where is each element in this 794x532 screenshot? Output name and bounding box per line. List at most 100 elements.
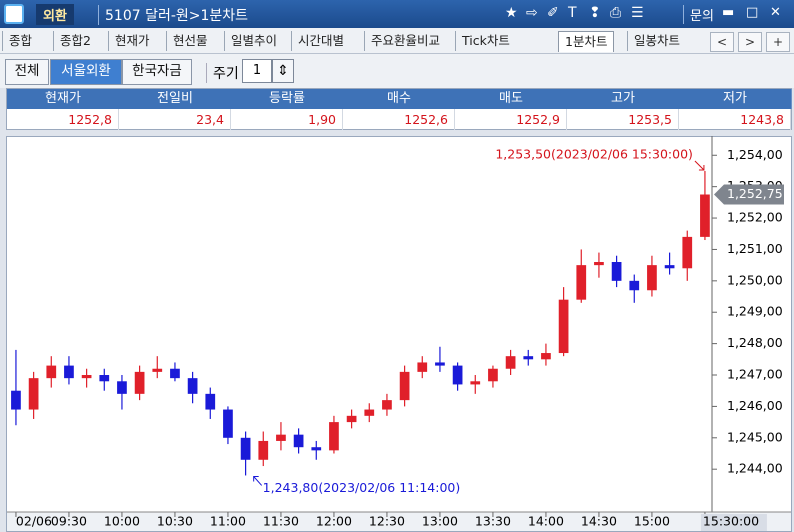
low-annotation: 1,243,80(2023/02/06 11:14:00) bbox=[263, 480, 461, 495]
toolbar-icon[interactable]: ❢ bbox=[589, 5, 601, 21]
candle-body bbox=[664, 265, 675, 269]
tab[interactable]: Tick차트 bbox=[455, 31, 516, 51]
candle-body bbox=[470, 381, 481, 385]
toolbar-icon[interactable]: ✐ bbox=[547, 5, 559, 21]
toolbar: 전체 서울외환 한국자금 주기 1 ⇕ bbox=[0, 54, 794, 88]
y-tick-label: 1,252,00 bbox=[727, 210, 783, 225]
quote-value: 1253,5 bbox=[567, 109, 679, 130]
x-tick-label: 12:00 bbox=[316, 514, 352, 529]
tab-bar: 종합 종합2 현재가 현선물 일별추이 시간대별 주요환율비교 Tick차트 1분차트 일봉차트 <… bbox=[0, 28, 794, 54]
x-tick-label: 10:00 bbox=[104, 514, 140, 529]
tab[interactable]: 현선물 bbox=[166, 31, 214, 51]
candle-body bbox=[417, 362, 428, 372]
quote-value: 1252,6 bbox=[343, 109, 455, 130]
toolbar-icon[interactable]: T bbox=[568, 5, 577, 21]
candle-body bbox=[399, 371, 410, 401]
x-tick-label: 15:30:00 bbox=[703, 514, 759, 529]
app-icon bbox=[4, 4, 24, 24]
candle-body bbox=[170, 368, 180, 379]
menu-inquiry[interactable]: 문의 bbox=[683, 5, 714, 24]
tab-nav[interactable]: + bbox=[766, 32, 790, 52]
toolbar-icon[interactable]: ⎙ bbox=[610, 5, 622, 21]
period-input[interactable]: 1 bbox=[242, 59, 272, 83]
candle-body bbox=[576, 265, 587, 300]
candle-body bbox=[558, 299, 569, 354]
x-tick-label: 09:30 bbox=[51, 514, 87, 529]
filter-button[interactable]: 서울외환 bbox=[50, 59, 122, 85]
high-marker bbox=[694, 160, 705, 171]
candle-body bbox=[258, 440, 269, 460]
candle-body bbox=[629, 280, 640, 291]
chart-frame bbox=[6, 136, 792, 532]
tab[interactable]: 일별추이 bbox=[224, 31, 283, 51]
candle-body bbox=[99, 375, 110, 382]
window-control[interactable]: ▬ bbox=[722, 5, 735, 20]
candle-body bbox=[117, 381, 127, 394]
toolbar-icon[interactable]: ⇨ bbox=[526, 5, 538, 21]
x-tick-label: 11:30 bbox=[263, 514, 299, 529]
candle-body bbox=[594, 262, 604, 266]
candle-body bbox=[152, 368, 163, 372]
candle-body bbox=[311, 447, 322, 451]
period-spinner[interactable]: ⇕ bbox=[272, 59, 294, 83]
title-bar: 외환 5107 달러-원>1분차트 ★ ⇨ ✐ T ❢ ⎙ ☰ 문의 ▬ □ ✕ bbox=[0, 0, 794, 28]
quote-table: 현재가 1252,8 전일비 23,4 등락률 1,90 매수 1252,6 매도 1252,9 고… bbox=[6, 88, 792, 130]
tab[interactable]: 주요환율비교 bbox=[364, 31, 446, 51]
quote-value: 1243,8 bbox=[679, 109, 791, 130]
toolbar-icon[interactable]: ★ bbox=[505, 5, 518, 21]
x-axis-band bbox=[7, 512, 791, 531]
tab[interactable]: 종합 bbox=[2, 31, 38, 51]
window-control[interactable]: ✕ bbox=[770, 5, 781, 20]
tab-nav[interactable]: > bbox=[738, 32, 762, 52]
tab-nav[interactable]: < bbox=[710, 32, 734, 52]
quote-header: 매도 bbox=[455, 89, 568, 109]
window-title: 5107 달러-원>1분차트 bbox=[98, 5, 248, 25]
candle-body bbox=[134, 371, 145, 394]
y-tick-label: 1,245,00 bbox=[727, 429, 783, 444]
candle-body bbox=[11, 390, 21, 410]
quote-value: 1252,8 bbox=[7, 109, 119, 130]
candle-body bbox=[223, 409, 233, 438]
period-label: 주기 bbox=[206, 63, 239, 83]
filter-button[interactable]: 한국자금 bbox=[122, 59, 192, 85]
candle-body bbox=[647, 265, 657, 291]
candle-body bbox=[293, 434, 304, 448]
quote-value: 23,4 bbox=[119, 109, 231, 130]
candle-body bbox=[435, 362, 445, 366]
tab[interactable]: 1분차트 bbox=[558, 31, 615, 52]
candle-body bbox=[81, 375, 92, 379]
quote-header: 등락률 bbox=[231, 89, 344, 109]
candle-body bbox=[364, 409, 375, 416]
y-tick-label: 1,250,00 bbox=[727, 272, 783, 287]
filter-button[interactable]: 전체 bbox=[5, 59, 49, 85]
tab[interactable]: 일봉차트 bbox=[627, 31, 686, 51]
tab[interactable]: 종합2 bbox=[53, 31, 97, 51]
candle-body bbox=[46, 365, 57, 379]
x-tick-label: 02/06 bbox=[16, 514, 52, 529]
candle-body bbox=[611, 262, 622, 281]
tab[interactable]: 현재가 bbox=[108, 31, 156, 51]
current-price-box bbox=[714, 184, 784, 205]
candle-body bbox=[329, 422, 339, 451]
candle-body bbox=[523, 356, 534, 360]
y-tick-label: 1,248,00 bbox=[727, 335, 783, 350]
x-tick-label: 14:00 bbox=[528, 514, 564, 529]
candle-body bbox=[488, 368, 498, 382]
candle-body bbox=[187, 378, 198, 394]
window-control[interactable]: □ bbox=[746, 5, 759, 20]
candle-body bbox=[276, 434, 286, 441]
x-tick-label: 13:00 bbox=[422, 514, 458, 529]
tab[interactable]: 시간대별 bbox=[291, 31, 350, 51]
candle-body bbox=[346, 415, 357, 423]
candle-body bbox=[240, 437, 251, 460]
x-tick-label: 14:30 bbox=[581, 514, 617, 529]
candle-body bbox=[64, 365, 74, 379]
high-annotation: 1,253,50(2023/02/06 15:30:00) bbox=[495, 146, 693, 161]
y-tick-label: 1,251,00 bbox=[727, 241, 783, 256]
y-tick-label: 1,247,00 bbox=[727, 367, 783, 382]
badge: 외환 bbox=[36, 4, 74, 25]
x-tick-label: 13:30 bbox=[475, 514, 511, 529]
toolbar-icon[interactable]: ☰ bbox=[631, 5, 644, 21]
current-price-label: 1,252,75 bbox=[727, 186, 783, 201]
